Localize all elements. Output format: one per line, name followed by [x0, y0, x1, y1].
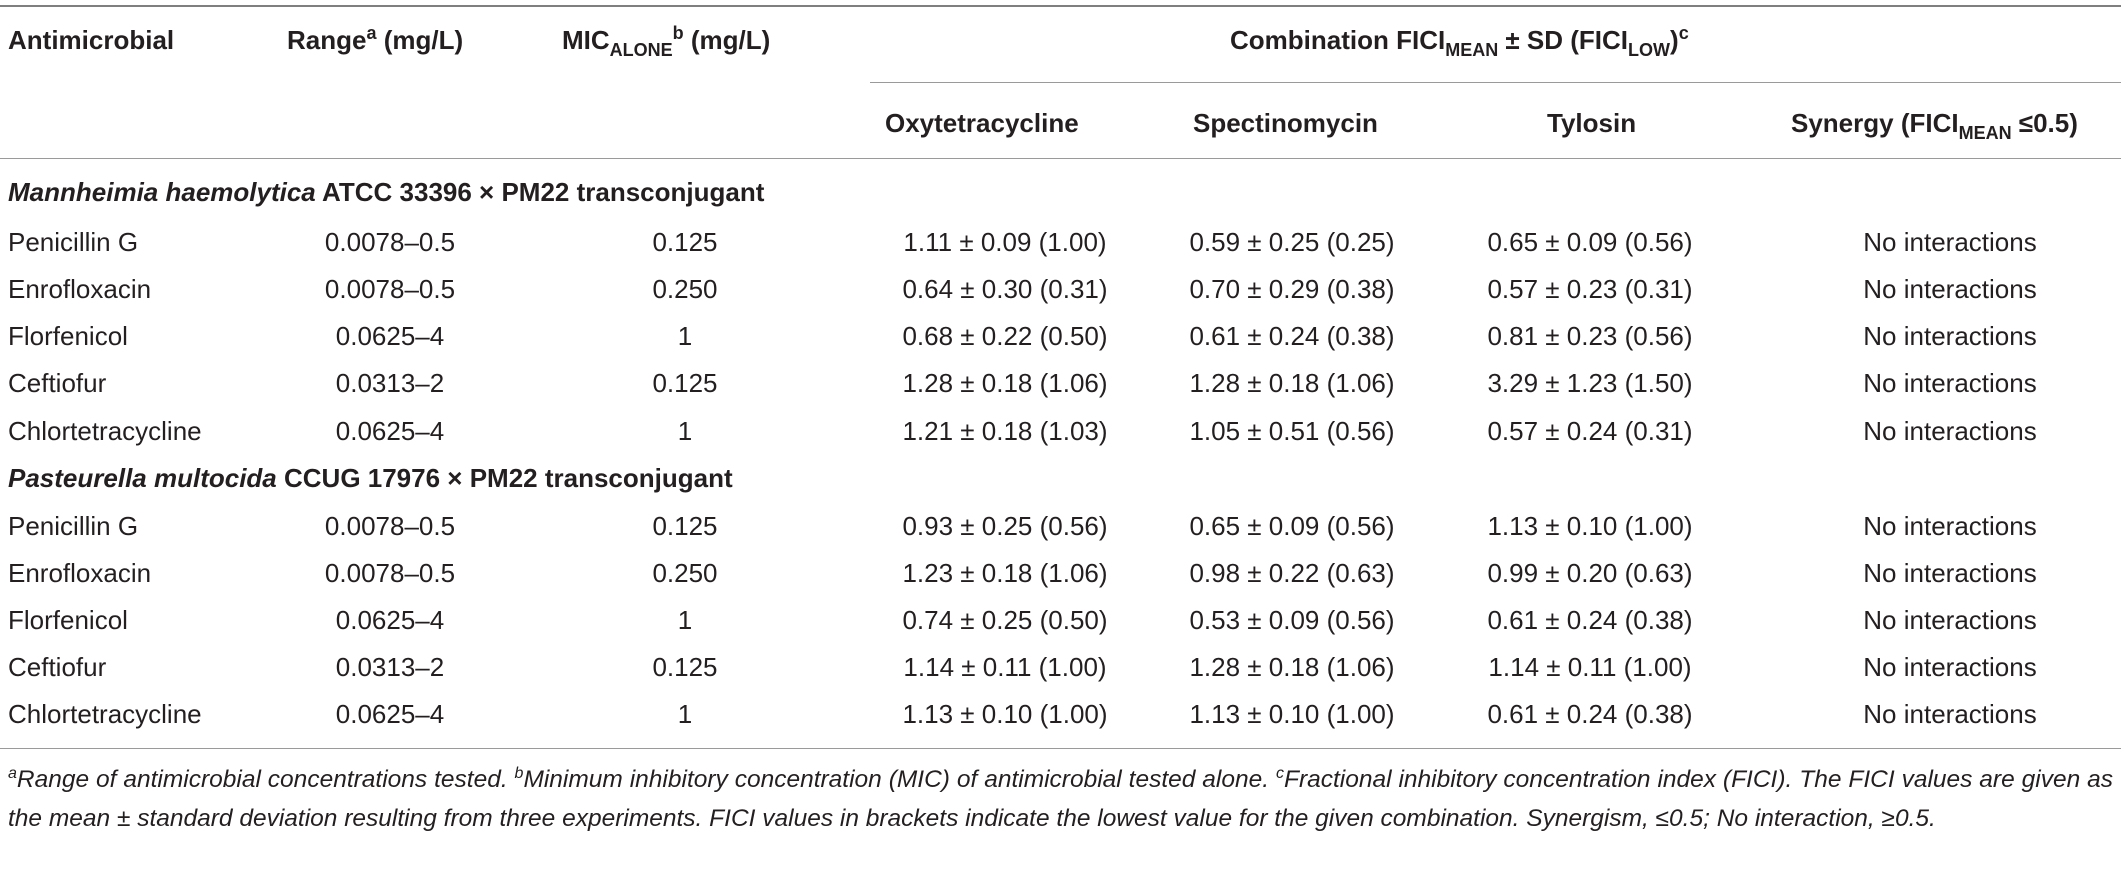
header-spectinomycin: Spectinomycin — [1193, 108, 1378, 138]
cell-tylosin: 0.57 ± 0.24 (0.31) — [1487, 416, 1693, 446]
cell-antimicrobial: Ceftiofur — [8, 652, 107, 682]
cell-oxytetracycline: 1.21 ± 0.18 (1.03) — [902, 416, 1108, 446]
group-title: Mannheimia haemolytica ATCC 33396 × PM22… — [8, 177, 765, 207]
cell-mic: 1 — [677, 699, 693, 729]
cell-tylosin: 1.14 ± 0.11 (1.00) — [1488, 652, 1692, 682]
cell-range: 0.0078–0.5 — [324, 558, 456, 588]
combination-underline — [870, 82, 2121, 83]
cell-spectinomycin: 1.28 ± 0.18 (1.06) — [1189, 652, 1395, 682]
cell-synergy: No interactions — [1863, 321, 2037, 351]
cell-synergy: No interactions — [1863, 416, 2037, 446]
cell-tylosin: 0.81 ± 0.23 (0.56) — [1487, 321, 1693, 351]
cell-synergy: No interactions — [1863, 511, 2037, 541]
cell-oxytetracycline: 1.13 ± 0.10 (1.00) — [902, 699, 1108, 729]
cell-spectinomycin: 1.05 ± 0.51 (0.56) — [1189, 416, 1395, 446]
cell-antimicrobial: Florfenicol — [8, 605, 128, 635]
cell-antimicrobial: Ceftiofur — [8, 368, 107, 398]
header-bottom-rule — [0, 158, 2121, 159]
cell-spectinomycin: 0.98 ± 0.22 (0.63) — [1189, 558, 1395, 588]
header-oxytetracycline: Oxytetracycline — [885, 108, 1079, 138]
header-range: Rangea (mg/L) — [287, 23, 464, 55]
cell-antimicrobial: Penicillin G — [8, 227, 139, 257]
cell-mic: 1 — [677, 605, 693, 635]
header-synergy: Synergy (FICIMEAN ≤0.5) — [1791, 108, 2078, 143]
cell-range: 0.0625–4 — [335, 605, 445, 635]
cell-antimicrobial: Penicillin G — [8, 511, 139, 541]
cell-synergy: No interactions — [1863, 605, 2037, 635]
cell-range: 0.0313–2 — [335, 368, 445, 398]
cell-antimicrobial: Enrofloxacin — [8, 558, 152, 588]
cell-synergy: No interactions — [1863, 652, 2037, 682]
cell-spectinomycin: 0.65 ± 0.09 (0.56) — [1189, 511, 1395, 541]
cell-tylosin: 0.57 ± 0.23 (0.31) — [1487, 274, 1693, 304]
cell-range: 0.0625–4 — [335, 416, 445, 446]
cell-mic: 0.125 — [652, 652, 718, 682]
top-rule — [0, 5, 2121, 7]
table-footnote: aRange of antimicrobial concentrations t… — [8, 765, 2114, 832]
cell-synergy: No interactions — [1863, 558, 2037, 588]
cell-spectinomycin: 0.53 ± 0.09 (0.56) — [1189, 605, 1395, 635]
header-tylosin: Tylosin — [1547, 108, 1637, 138]
cell-oxytetracycline: 1.23 ± 0.18 (1.06) — [902, 558, 1108, 588]
cell-tylosin: 3.29 ± 1.23 (1.50) — [1487, 368, 1693, 398]
cell-mic: 1 — [677, 416, 693, 446]
cell-antimicrobial: Chlortetracycline — [8, 699, 202, 729]
cell-range: 0.0078–0.5 — [324, 227, 456, 257]
cell-antimicrobial: Enrofloxacin — [8, 274, 152, 304]
cell-range: 0.0625–4 — [335, 699, 445, 729]
cell-synergy: No interactions — [1863, 274, 2037, 304]
cell-range: 0.0625–4 — [335, 321, 445, 351]
cell-oxytetracycline: 0.93 ± 0.25 (0.56) — [902, 511, 1108, 541]
header-antimicrobial: Antimicrobial — [8, 25, 175, 55]
header-combination: Combination FICIMEAN ± SD (FICILOW)c — [1230, 23, 1689, 60]
cell-antimicrobial: Chlortetracycline — [8, 416, 202, 446]
cell-spectinomycin: 0.70 ± 0.29 (0.38) — [1189, 274, 1395, 304]
cell-mic: 0.125 — [652, 511, 718, 541]
cell-tylosin: 0.61 ± 0.24 (0.38) — [1487, 699, 1693, 729]
cell-range: 0.0078–0.5 — [324, 274, 456, 304]
cell-mic: 0.250 — [652, 558, 718, 588]
cell-spectinomycin: 1.28 ± 0.18 (1.06) — [1189, 368, 1395, 398]
cell-mic: 0.125 — [652, 368, 718, 398]
cell-synergy: No interactions — [1863, 368, 2037, 398]
cell-oxytetracycline: 1.14 ± 0.11 (1.00) — [903, 652, 1107, 682]
cell-tylosin: 0.99 ± 0.20 (0.63) — [1487, 558, 1693, 588]
cell-oxytetracycline: 0.68 ± 0.22 (0.50) — [902, 321, 1108, 351]
cell-spectinomycin: 0.59 ± 0.25 (0.25) — [1189, 227, 1395, 257]
cell-oxytetracycline: 1.11 ± 0.09 (1.00) — [903, 227, 1107, 257]
cell-tylosin: 0.65 ± 0.09 (0.56) — [1487, 227, 1693, 257]
cell-spectinomycin: 0.61 ± 0.24 (0.38) — [1189, 321, 1395, 351]
cell-antimicrobial: Florfenicol — [8, 321, 128, 351]
cell-spectinomycin: 1.13 ± 0.10 (1.00) — [1189, 699, 1395, 729]
cell-mic: 0.250 — [652, 274, 718, 304]
header-mic-alone: MICALONEb (mg/L) — [562, 23, 771, 60]
cell-range: 0.0078–0.5 — [324, 511, 456, 541]
group-title: Pasteurella multocida CCUG 17976 × PM22 … — [8, 463, 733, 493]
cell-oxytetracycline: 0.74 ± 0.25 (0.50) — [902, 605, 1108, 635]
cell-oxytetracycline: 0.64 ± 0.30 (0.31) — [902, 274, 1108, 304]
cell-mic: 0.125 — [652, 227, 718, 257]
cell-synergy: No interactions — [1863, 227, 2037, 257]
cell-tylosin: 0.61 ± 0.24 (0.38) — [1487, 605, 1693, 635]
cell-range: 0.0313–2 — [335, 652, 445, 682]
cell-tylosin: 1.13 ± 0.10 (1.00) — [1487, 511, 1693, 541]
cell-mic: 1 — [677, 321, 693, 351]
cell-synergy: No interactions — [1863, 699, 2037, 729]
cell-oxytetracycline: 1.28 ± 0.18 (1.06) — [902, 368, 1108, 398]
table-bottom-rule — [0, 748, 2121, 749]
